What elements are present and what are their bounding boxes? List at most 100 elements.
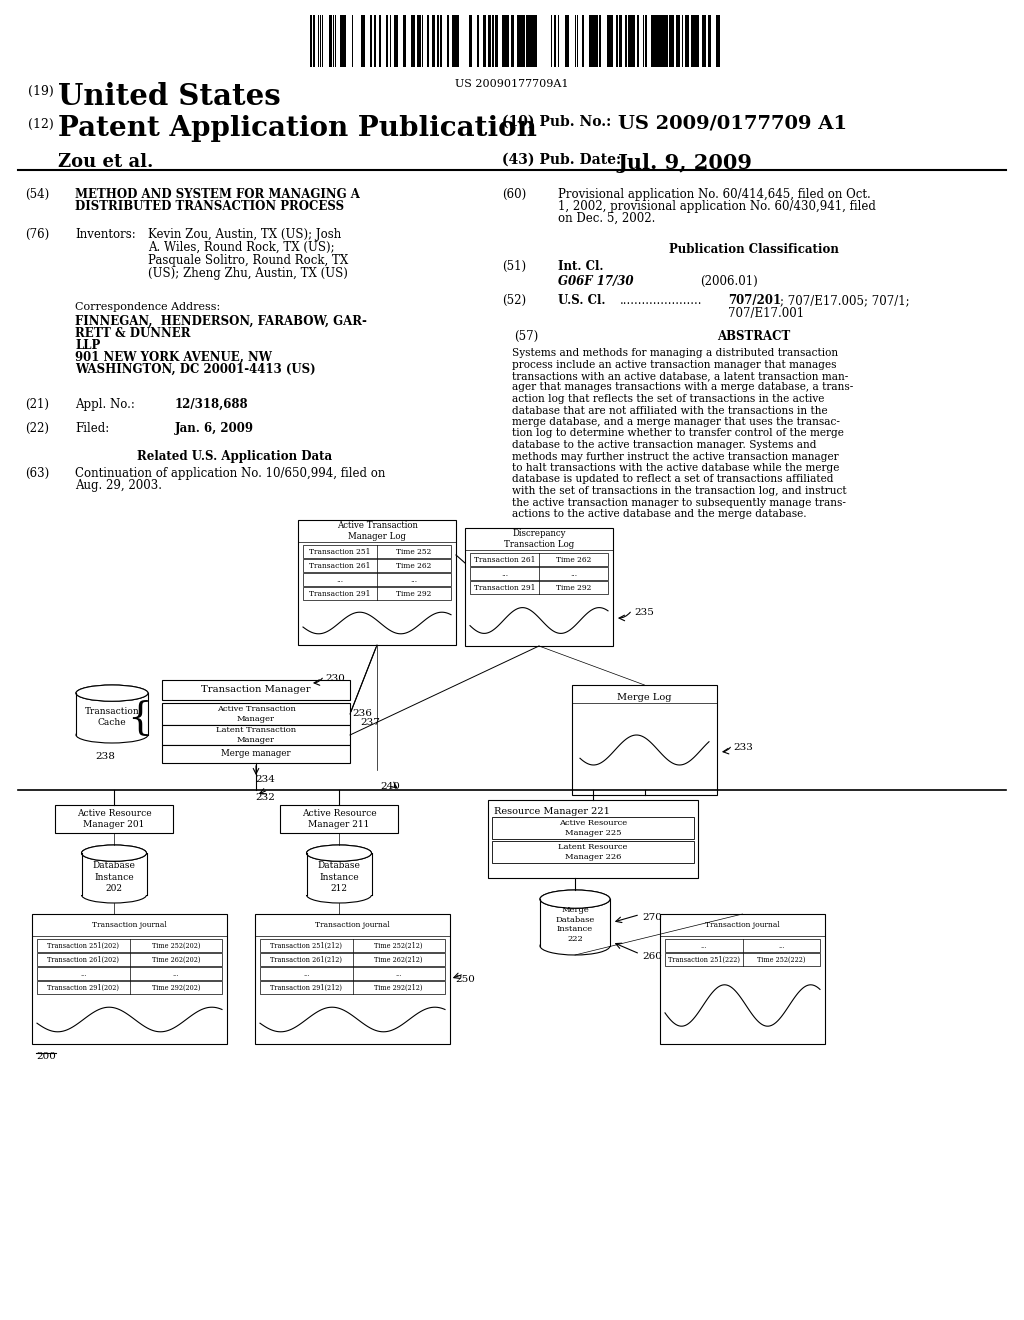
Text: 234: 234 bbox=[255, 775, 274, 784]
Bar bbox=[660, 913, 825, 1044]
Bar bbox=[492, 841, 694, 863]
Text: (63): (63) bbox=[25, 467, 49, 480]
Bar bbox=[662, 15, 664, 67]
Bar bbox=[303, 587, 451, 601]
Text: Aug. 29, 2003.: Aug. 29, 2003. bbox=[75, 479, 162, 492]
Text: 707/201: 707/201 bbox=[728, 294, 781, 308]
Text: Transaction journal: Transaction journal bbox=[92, 921, 167, 929]
Text: Transaction 291(202): Transaction 291(202) bbox=[47, 983, 119, 991]
Text: ...: ... bbox=[778, 941, 784, 949]
Text: Correspondence Address:: Correspondence Address: bbox=[75, 302, 220, 312]
Text: transactions with an active database, a latent transaction man-: transactions with an active database, a … bbox=[512, 371, 848, 381]
Ellipse shape bbox=[76, 727, 148, 743]
Text: database to the active transaction manager. Systems and: database to the active transaction manag… bbox=[512, 440, 816, 450]
Text: ...: ... bbox=[501, 569, 508, 578]
Text: (21): (21) bbox=[25, 399, 49, 411]
Bar bbox=[370, 15, 372, 67]
Text: Time 262: Time 262 bbox=[556, 556, 591, 564]
Bar bbox=[303, 545, 451, 558]
Text: Transaction 291: Transaction 291 bbox=[309, 590, 371, 598]
Text: 233: 233 bbox=[733, 743, 753, 752]
Bar bbox=[452, 15, 455, 67]
Text: Provisional application No. 60/414,645, filed on Oct.: Provisional application No. 60/414,645, … bbox=[558, 187, 870, 201]
Bar bbox=[554, 15, 556, 67]
Bar bbox=[470, 15, 472, 67]
Text: Time 292: Time 292 bbox=[556, 583, 591, 591]
Text: Zou et al.: Zou et al. bbox=[58, 153, 154, 172]
Text: Transaction 261: Transaction 261 bbox=[309, 561, 371, 569]
Bar bbox=[565, 15, 568, 67]
Text: (19): (19) bbox=[28, 84, 53, 98]
Bar bbox=[37, 968, 222, 979]
Bar bbox=[417, 15, 420, 67]
Text: (54): (54) bbox=[25, 187, 49, 201]
Text: G06F 17/30: G06F 17/30 bbox=[558, 275, 634, 288]
Text: Publication Classification: Publication Classification bbox=[669, 243, 839, 256]
Bar bbox=[520, 15, 523, 67]
Bar bbox=[394, 15, 397, 67]
Bar bbox=[645, 15, 647, 67]
Text: Active Resource
Manager 201: Active Resource Manager 201 bbox=[77, 809, 152, 829]
Text: Transaction journal: Transaction journal bbox=[706, 921, 780, 929]
Text: Appl. No.:: Appl. No.: bbox=[75, 399, 135, 411]
Bar bbox=[534, 15, 537, 67]
Text: A. Wiles, Round Rock, TX (US);: A. Wiles, Round Rock, TX (US); bbox=[148, 242, 335, 253]
Bar bbox=[609, 15, 611, 67]
Text: Time 292(202): Time 292(202) bbox=[152, 983, 200, 991]
Bar bbox=[654, 15, 656, 67]
Bar bbox=[76, 726, 148, 735]
Bar bbox=[669, 15, 672, 67]
Bar bbox=[55, 805, 173, 833]
Text: on Dec. 5, 2002.: on Dec. 5, 2002. bbox=[558, 213, 655, 224]
Text: United States: United States bbox=[58, 82, 281, 111]
Text: Jan. 6, 2009: Jan. 6, 2009 bbox=[175, 422, 254, 436]
Bar bbox=[572, 685, 717, 795]
Bar bbox=[705, 15, 706, 67]
Bar bbox=[685, 15, 687, 67]
Ellipse shape bbox=[82, 887, 146, 903]
Bar bbox=[37, 939, 222, 952]
Text: 270: 270 bbox=[642, 912, 662, 921]
Bar bbox=[492, 817, 694, 840]
Text: Time 252(222): Time 252(222) bbox=[757, 956, 806, 964]
Text: Active Resource
Manager 225: Active Resource Manager 225 bbox=[559, 820, 627, 837]
Text: action log that reflects the set of transactions in the active: action log that reflects the set of tran… bbox=[512, 393, 824, 404]
Text: database is updated to reflect a set of transactions affiliated: database is updated to reflect a set of … bbox=[512, 474, 834, 484]
Text: actions to the active database and the merge database.: actions to the active database and the m… bbox=[512, 510, 807, 519]
Bar bbox=[260, 981, 445, 994]
Ellipse shape bbox=[82, 845, 146, 861]
Text: 230: 230 bbox=[325, 675, 345, 682]
Text: 240: 240 bbox=[380, 781, 400, 791]
Bar bbox=[518, 15, 520, 67]
Text: (10) Pub. No.:: (10) Pub. No.: bbox=[502, 115, 611, 129]
Bar bbox=[495, 15, 498, 67]
Text: methods may further instruct the active transaction manager: methods may further instruct the active … bbox=[512, 451, 839, 462]
Bar bbox=[594, 15, 596, 67]
Text: 232: 232 bbox=[255, 793, 274, 803]
Text: to halt transactions with the active database while the merge: to halt transactions with the active dat… bbox=[512, 463, 840, 473]
Text: Transaction 261: Transaction 261 bbox=[474, 556, 536, 564]
Bar bbox=[260, 953, 445, 966]
Bar bbox=[260, 968, 445, 979]
Text: 200: 200 bbox=[36, 1052, 56, 1061]
Text: Latent Transaction
Manager: Latent Transaction Manager bbox=[216, 726, 296, 743]
Text: Related U.S. Application Data: Related U.S. Application Data bbox=[137, 450, 333, 463]
Text: US 20090177709A1: US 20090177709A1 bbox=[456, 79, 568, 88]
Bar bbox=[361, 15, 362, 67]
Text: 250: 250 bbox=[455, 974, 475, 983]
Text: Transaction journal: Transaction journal bbox=[315, 921, 390, 929]
Bar bbox=[695, 15, 697, 67]
Text: ...: ... bbox=[395, 969, 402, 978]
Bar bbox=[540, 936, 610, 946]
Bar bbox=[502, 15, 505, 67]
Text: Active Resource
Manager 211: Active Resource Manager 211 bbox=[302, 809, 376, 829]
Text: Filed:: Filed: bbox=[75, 422, 110, 436]
Text: FINNEGAN,  HENDERSON, FARABOW, GAR-: FINNEGAN, HENDERSON, FARABOW, GAR- bbox=[75, 315, 367, 327]
Text: U.S. Cl.: U.S. Cl. bbox=[558, 294, 605, 308]
Text: Transaction 251(202): Transaction 251(202) bbox=[47, 941, 119, 949]
Bar bbox=[260, 939, 445, 952]
Text: Transaction 251: Transaction 251 bbox=[309, 548, 371, 556]
Bar bbox=[616, 15, 618, 67]
Bar bbox=[611, 15, 613, 67]
Text: Time 252(212): Time 252(212) bbox=[375, 941, 423, 949]
